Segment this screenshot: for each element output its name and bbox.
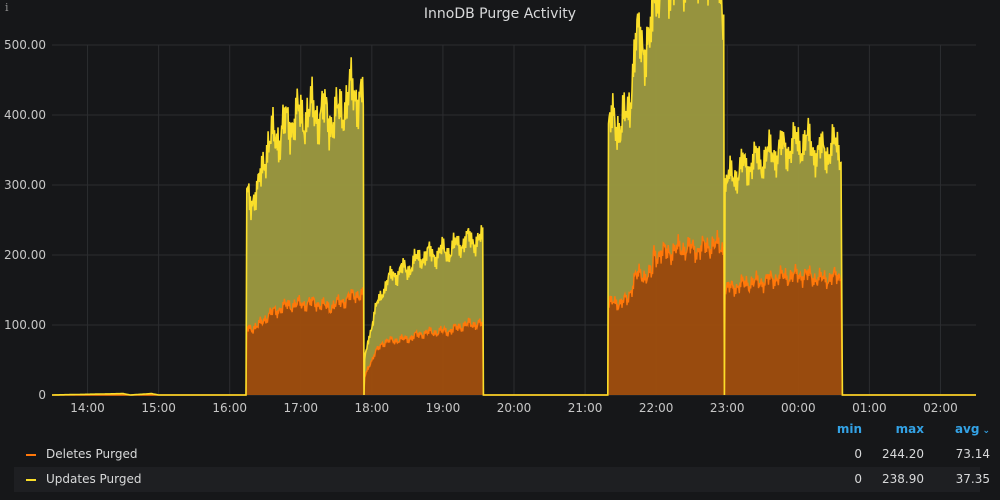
chevron-down-icon: ⌄: [982, 426, 990, 436]
x-tick-label: 20:00: [497, 401, 532, 415]
legend-header-max[interactable]: max: [895, 422, 924, 436]
purge-activity-chart: 0 100.00 200.00 300.00 400.00 500.00 14:00 15:…: [4, 0, 976, 415]
y-tick-label: 200.00: [4, 248, 46, 262]
series-line-updates-purged: [52, 0, 976, 396]
x-tick-label: 16:00: [212, 401, 247, 415]
legend-item-label[interactable]: Updates Purged: [46, 472, 142, 486]
x-tick-label: 15:00: [141, 401, 176, 415]
legend-item-deletes-purged[interactable]: Deletes Purged 0 244.20 73.14: [14, 442, 990, 467]
panel-title[interactable]: InnoDB Purge Activity: [423, 6, 577, 22]
x-tick-label: 17:00: [283, 401, 318, 415]
x-tick-label: 23:00: [710, 401, 745, 415]
y-tick-label: 0: [38, 388, 46, 402]
chart-legend: min max avg ⌄ Deletes Purged 0 244.20 73.…: [14, 420, 990, 492]
legend-item-updates-purged[interactable]: Updates Purged 0 238.90 37.35: [14, 467, 990, 492]
legend-item-label[interactable]: Deletes Purged: [46, 447, 138, 461]
y-tick-label: 500.00: [4, 38, 46, 52]
x-axis: 14:00 15:00 16:00 17:00 18:00 19:00 20:00 21:00…: [70, 401, 958, 415]
x-tick-label: 01:00: [852, 401, 887, 415]
legend-swatch: [26, 479, 36, 481]
x-tick-label: 00:00: [781, 401, 816, 415]
y-tick-label: 100.00: [4, 318, 46, 332]
legend-min-value: 0: [854, 447, 862, 461]
x-tick-label: 22:00: [639, 401, 674, 415]
y-axis: 0 100.00 200.00 300.00 400.00 500.00: [4, 38, 46, 402]
series-area-updates-purged: [52, 0, 976, 395]
legend-max-value: 238.90: [882, 472, 924, 486]
legend-min-value: 0: [854, 472, 862, 486]
legend-max-value: 244.20: [882, 447, 924, 461]
legend-header-min[interactable]: min: [836, 422, 862, 436]
x-tick-label: 19:00: [426, 401, 461, 415]
series-area-deletes-purged: [52, 230, 976, 395]
x-tick-label: 18:00: [355, 401, 390, 415]
y-tick-label: 400.00: [4, 108, 46, 122]
legend-header: min max avg ⌄: [14, 420, 990, 442]
x-tick-label: 14:00: [70, 401, 105, 415]
chart-series: [52, 0, 976, 396]
legend-swatch: [26, 454, 36, 456]
x-tick-label: 21:00: [568, 401, 603, 415]
x-tick-label: 02:00: [923, 401, 958, 415]
legend-header-avg[interactable]: avg ⌄: [954, 422, 990, 436]
legend-avg-value: 37.35: [955, 472, 990, 486]
legend-avg-value: 73.14: [955, 447, 990, 461]
panel-info-icon[interactable]: i: [5, 1, 9, 14]
y-tick-label: 300.00: [4, 178, 46, 192]
